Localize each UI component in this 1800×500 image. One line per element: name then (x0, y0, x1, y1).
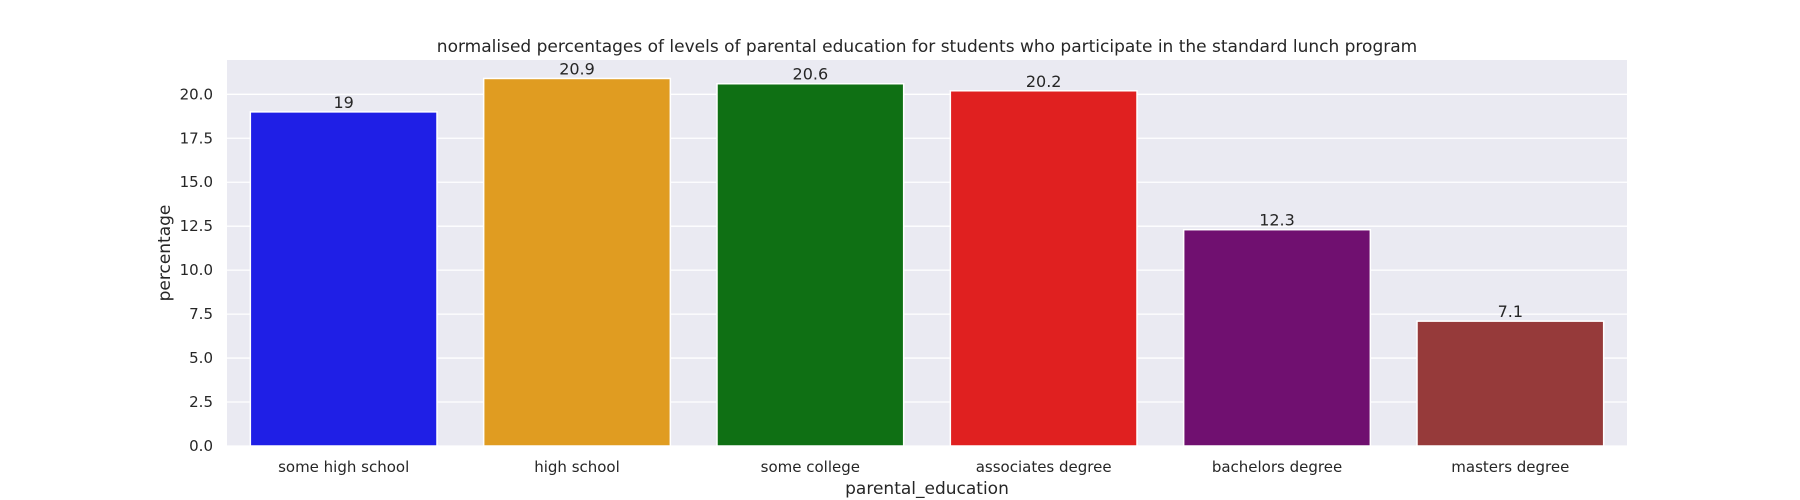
y-tick-label: 2.5 (189, 393, 213, 411)
x-tick-label: bachelors degree (1212, 458, 1342, 476)
bar-masters-degree (1416, 320, 1605, 447)
x-tick-label: masters degree (1451, 458, 1569, 476)
y-tick-label: 15.0 (180, 173, 213, 191)
plot-area (227, 60, 1627, 446)
y-tick-labels: 0.0 2.5 5.0 7.5 10.0 12.5 15.0 17.5 20.0 (180, 85, 213, 455)
chart-title: normalised percentages of levels of pare… (437, 37, 1417, 57)
data-label: 20.6 (793, 65, 829, 84)
data-label: 20.2 (1026, 72, 1062, 91)
x-tick-label: high school (534, 458, 620, 476)
data-label: 7.1 (1498, 302, 1523, 321)
y-tick-label: 0.0 (189, 437, 213, 455)
data-labels: 19 20.9 20.6 20.2 12.3 7.1 (333, 59, 1523, 321)
y-tick-label: 10.0 (180, 261, 213, 279)
bars (249, 77, 1605, 447)
data-label: 20.9 (559, 59, 595, 78)
y-tick-label: 12.5 (180, 217, 213, 235)
y-tick-label: 17.5 (180, 129, 213, 147)
y-tick-label: 5.0 (189, 349, 213, 367)
y-tick-label: 20.0 (180, 85, 213, 103)
y-tick-label: 7.5 (189, 305, 213, 323)
bar-high-school (482, 77, 672, 447)
x-tick-label: some high school (278, 458, 409, 476)
bar-some-college (716, 82, 905, 447)
bar-bachelors-degree (1182, 228, 1372, 447)
data-label: 12.3 (1259, 211, 1295, 230)
gridlines (227, 93, 1627, 447)
x-axis-title: parental_education (845, 479, 1009, 499)
bar-associates-degree (949, 90, 1138, 447)
x-tick-label: associates degree (976, 458, 1112, 476)
y-axis-title: percentage (155, 205, 175, 302)
data-label: 19 (333, 93, 353, 112)
x-tick-label: some college (761, 458, 860, 476)
x-tick-labels: some high school high school some college a… (278, 458, 1569, 476)
bar-some-high-school (249, 111, 438, 447)
